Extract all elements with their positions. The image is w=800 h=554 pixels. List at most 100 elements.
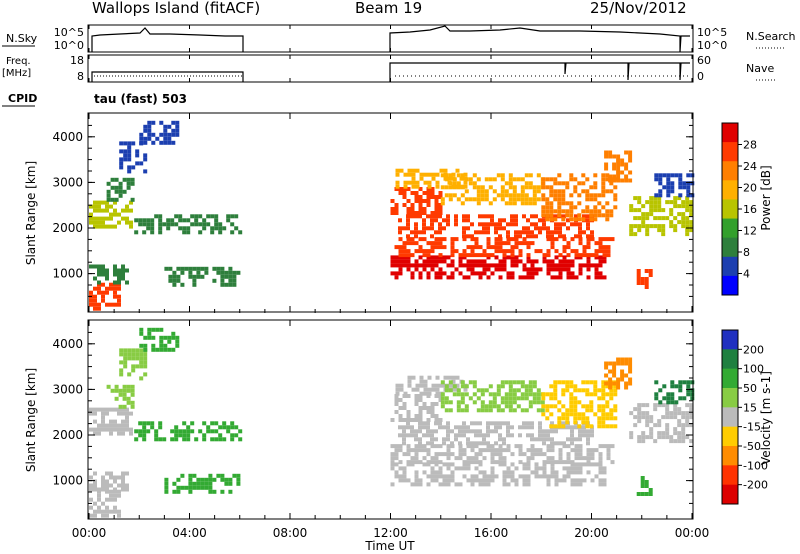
power-echo-cell xyxy=(520,193,525,198)
power-echo-cell xyxy=(468,181,473,186)
velocity-echo-cell xyxy=(674,384,679,389)
power-echo-cell xyxy=(604,150,609,155)
power-echo-cell xyxy=(530,230,534,235)
power-echo-region xyxy=(440,173,545,206)
velocity-echo-cell xyxy=(139,348,144,353)
velocity-echo-cell xyxy=(446,452,451,457)
velocity-echo-cell xyxy=(460,408,465,413)
velocity-echo-cell xyxy=(427,391,432,396)
power-echo-cell xyxy=(686,181,691,186)
velocity-echo-cell xyxy=(689,439,694,444)
power-echo-cell xyxy=(123,153,128,158)
power-echo-cell xyxy=(553,217,558,222)
velocity-echo-cell xyxy=(110,388,115,393)
velocity-echo-cell xyxy=(569,396,574,401)
velocity-echo-region xyxy=(398,421,594,446)
velocity-echo-cell xyxy=(546,482,551,487)
power-echo-cell xyxy=(689,208,694,213)
velocity-echo-cell xyxy=(171,331,176,336)
velocity-echo-cell xyxy=(190,429,195,434)
power-colorbar-swatch xyxy=(722,237,738,258)
power-echo-cell xyxy=(212,266,217,271)
velocity-echo-cell xyxy=(407,379,412,384)
power-echo-cell xyxy=(402,226,406,231)
velocity-echo-cell xyxy=(188,481,193,486)
velocity-echo-cell xyxy=(139,352,144,357)
velocity-echo-cell xyxy=(597,388,602,393)
velocity-echo-cell xyxy=(657,403,662,408)
velocity-echo-cell xyxy=(472,392,477,397)
power-echo-cell xyxy=(454,267,459,272)
velocity-echo-cell xyxy=(522,474,527,479)
velocity-echo-cell xyxy=(545,416,550,421)
power-echo-cell xyxy=(682,181,687,186)
velocity-echo-cell xyxy=(431,387,436,392)
power-echo-cell xyxy=(171,128,176,133)
velocity-echo-cell xyxy=(577,412,582,417)
power-echo-cell xyxy=(601,185,606,190)
velocity-echo-cell xyxy=(550,462,555,467)
power-echo-cell xyxy=(565,185,570,190)
power-echo-cell xyxy=(593,205,598,210)
velocity-echo-cell xyxy=(506,425,510,430)
velocity-echo-cell xyxy=(438,482,443,487)
power-echo-cell xyxy=(504,193,509,198)
power-echo-cell xyxy=(573,205,578,210)
power-echo-cell xyxy=(458,253,463,258)
power-echo-cell xyxy=(147,136,152,141)
velocity-echo-cell xyxy=(641,415,646,420)
velocity-echo-cell xyxy=(139,331,144,336)
velocity-echo-cell xyxy=(598,482,603,487)
power-echo-cell xyxy=(649,224,654,229)
velocity-echo-cell xyxy=(648,488,653,492)
power-echo-cell xyxy=(418,275,423,280)
power-echo-cell xyxy=(585,177,590,182)
velocity-echo-cell xyxy=(143,335,148,340)
velocity-echo-cell xyxy=(530,421,534,426)
velocity-echo-cell xyxy=(419,391,424,396)
velocity-echo-cell xyxy=(430,406,435,410)
velocity-echo-cell xyxy=(438,470,443,475)
power-echo-cell xyxy=(468,177,473,182)
power-echo-cell xyxy=(498,226,502,231)
velocity-echo-cell xyxy=(606,444,611,449)
power-echo-cell xyxy=(159,140,164,145)
power-echo-cell xyxy=(658,181,663,186)
power-echo-cell xyxy=(601,181,606,186)
power-echo-cell xyxy=(105,200,109,205)
power-echo-cell xyxy=(414,234,418,239)
power-echo-cell xyxy=(566,245,571,250)
velocity-echo-cell xyxy=(532,384,537,389)
velocity-echo-cell xyxy=(604,365,609,370)
power-echo-cell xyxy=(418,237,423,242)
power-echo-cell xyxy=(121,276,125,281)
velocity-echo-cell xyxy=(478,470,483,475)
power-echo-cell xyxy=(394,271,399,276)
power-echo-cell xyxy=(398,255,403,260)
velocity-colorbar-tick-label: -15 xyxy=(743,421,761,434)
power-echo-cell xyxy=(126,181,131,186)
power-echo-cell xyxy=(123,141,128,146)
power-echo-cell xyxy=(109,286,113,291)
power-echo-cell xyxy=(502,259,507,264)
power-echo-cell xyxy=(502,218,506,223)
power-echo-cell xyxy=(538,230,542,235)
power-echo-cell xyxy=(602,275,607,280)
velocity-ylabel: Slant Range [km] xyxy=(24,368,38,472)
power-echo-cell xyxy=(633,196,638,201)
velocity-echo-cell xyxy=(106,384,111,389)
velocity-echo-cell xyxy=(410,456,415,461)
power-echo-cell xyxy=(434,259,439,264)
velocity-echo-cell xyxy=(178,433,183,438)
power-echo-cell xyxy=(390,271,395,276)
velocity-echo-cell xyxy=(502,478,507,483)
power-echo-cell xyxy=(677,196,682,201)
velocity-echo-cell xyxy=(536,388,541,393)
velocity-echo-cell xyxy=(462,462,467,467)
velocity-echo-cell xyxy=(422,421,426,426)
velocity-echo-cell xyxy=(562,474,567,479)
power-echo-cell xyxy=(616,178,621,183)
power-echo-cell xyxy=(606,245,611,250)
velocity-echo-cell xyxy=(530,452,535,457)
velocity-echo-cell xyxy=(514,444,519,449)
